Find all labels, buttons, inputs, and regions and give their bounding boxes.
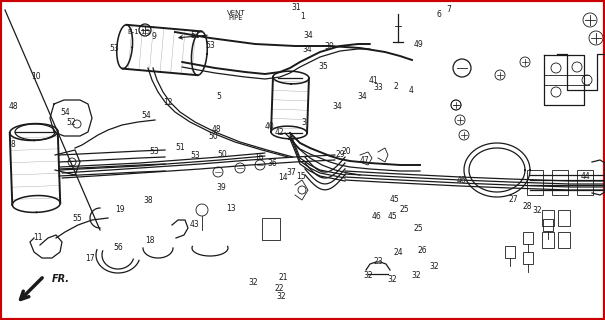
Text: 31: 31: [292, 3, 301, 12]
Text: 16: 16: [254, 153, 264, 162]
Text: 12: 12: [163, 98, 173, 107]
Text: 3: 3: [301, 118, 306, 127]
Text: 21: 21: [278, 273, 288, 282]
Bar: [577, 170, 593, 195]
Text: 8: 8: [11, 140, 16, 149]
Text: 43: 43: [190, 220, 200, 229]
Text: 53: 53: [109, 44, 119, 53]
Text: 27: 27: [508, 195, 518, 204]
Text: 32: 32: [430, 262, 439, 271]
Text: 53: 53: [190, 151, 200, 160]
Text: 51: 51: [175, 143, 185, 152]
Text: 17: 17: [85, 254, 94, 263]
Text: 9: 9: [152, 32, 157, 41]
Text: 29: 29: [335, 150, 345, 159]
Text: 34: 34: [357, 92, 367, 101]
Text: 14: 14: [278, 173, 288, 182]
Text: 2: 2: [394, 82, 399, 91]
Bar: [558, 232, 570, 248]
Bar: [552, 170, 568, 195]
Text: 32: 32: [248, 278, 258, 287]
Text: 46: 46: [371, 212, 381, 221]
Text: 47: 47: [359, 156, 369, 165]
Text: 50: 50: [208, 132, 218, 141]
Text: 24: 24: [393, 248, 403, 257]
Text: 6: 6: [436, 10, 441, 19]
Text: 39: 39: [216, 183, 226, 192]
Text: 15: 15: [296, 172, 306, 181]
Text: 10: 10: [31, 72, 41, 81]
Text: 48: 48: [212, 125, 221, 134]
Text: 28: 28: [523, 202, 532, 211]
Text: VENT: VENT: [227, 10, 245, 16]
Text: 46: 46: [456, 176, 466, 185]
Text: 22: 22: [275, 284, 284, 293]
Text: 32: 32: [276, 292, 286, 301]
Text: 32: 32: [411, 271, 421, 280]
Text: 23: 23: [373, 257, 383, 266]
Text: 53: 53: [149, 148, 159, 156]
Bar: [543, 219, 553, 231]
Text: 1: 1: [300, 12, 305, 21]
Text: 5: 5: [217, 92, 221, 101]
Text: 13: 13: [226, 204, 236, 213]
Text: 34: 34: [333, 102, 342, 111]
Text: 54: 54: [142, 111, 151, 120]
Text: 35: 35: [319, 62, 329, 71]
Text: 38: 38: [143, 196, 153, 205]
Text: 45: 45: [390, 196, 399, 204]
Text: 25: 25: [414, 224, 424, 233]
Text: 41: 41: [369, 76, 379, 85]
Bar: [505, 246, 515, 258]
Text: B-1-15: B-1-15: [128, 29, 151, 35]
Bar: [542, 210, 554, 226]
Bar: [542, 232, 554, 248]
Text: 52: 52: [67, 118, 76, 127]
Text: 42: 42: [275, 128, 284, 137]
Bar: [262, 218, 280, 240]
Text: 4: 4: [409, 86, 414, 95]
Text: 45: 45: [387, 212, 397, 221]
Text: 32: 32: [532, 206, 542, 215]
Bar: [558, 210, 570, 226]
Text: 48: 48: [8, 102, 18, 111]
Text: 30: 30: [325, 42, 335, 51]
Text: 11: 11: [33, 233, 42, 242]
Text: 20: 20: [341, 147, 351, 156]
Text: 53: 53: [206, 41, 215, 50]
Text: 55: 55: [73, 214, 82, 223]
Text: 34: 34: [304, 31, 313, 40]
Text: 26: 26: [417, 246, 427, 255]
Bar: [527, 170, 543, 195]
Text: 54: 54: [60, 108, 70, 117]
Text: 18: 18: [145, 236, 155, 245]
Text: 40: 40: [264, 122, 274, 131]
Text: 44: 44: [581, 172, 590, 181]
Text: 37: 37: [287, 168, 296, 177]
Text: PIPE: PIPE: [229, 15, 243, 20]
Text: FR.: FR.: [52, 274, 70, 284]
Text: 32: 32: [387, 275, 397, 284]
Bar: [523, 252, 533, 264]
Text: 33: 33: [373, 83, 383, 92]
Text: 50: 50: [218, 150, 227, 159]
Text: 36: 36: [267, 159, 277, 168]
Text: 34: 34: [302, 45, 312, 54]
Text: 19: 19: [115, 205, 125, 214]
Bar: [523, 232, 533, 244]
Text: 32: 32: [363, 271, 373, 280]
Text: 7: 7: [446, 5, 451, 14]
Text: 56: 56: [113, 243, 123, 252]
Text: 49: 49: [414, 40, 424, 49]
Text: 51: 51: [190, 31, 200, 40]
Text: 25: 25: [399, 205, 409, 214]
